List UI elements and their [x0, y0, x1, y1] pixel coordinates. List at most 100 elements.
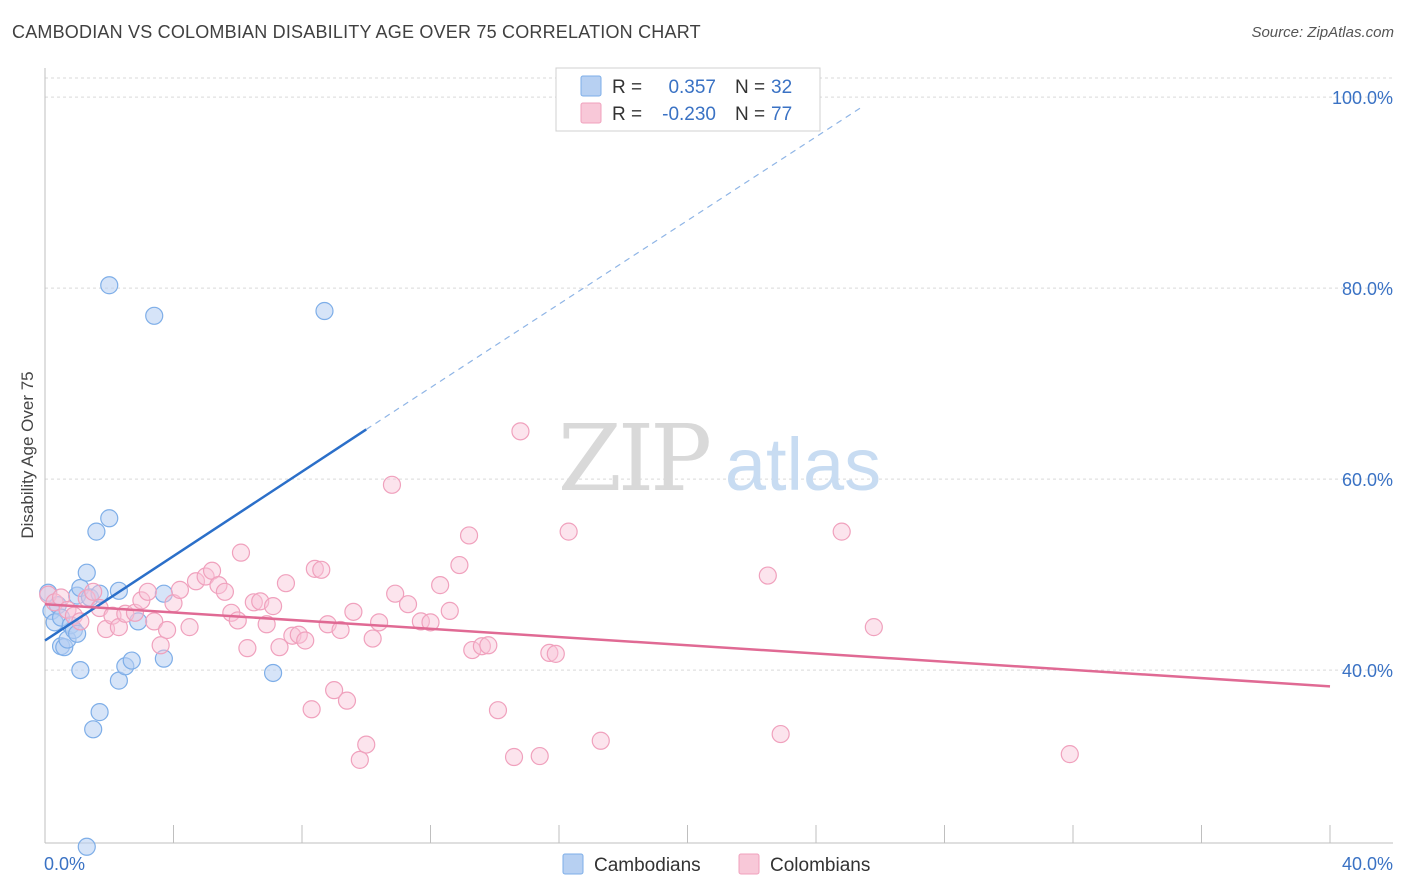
point-cambodian: [84, 720, 103, 739]
legend-swatch-cambodians: [580, 75, 602, 97]
x-tick-label-min: 0.0%: [44, 854, 85, 874]
point-cambodian: [315, 301, 334, 321]
legend-bottom-label-colombians: Colombians: [770, 855, 870, 876]
watermark-atlas: atlas: [725, 423, 881, 506]
point-colombian: [302, 700, 321, 719]
point-colombian: [257, 615, 276, 634]
point-colombian: [296, 631, 315, 650]
point-colombian: [363, 629, 382, 648]
point-colombian: [530, 746, 549, 766]
y-tick-label: 40.0%: [1342, 661, 1393, 681]
legend-bottom-swatch-cambodians: [562, 853, 584, 875]
legend-bottom: Cambodians Colombians: [562, 853, 870, 876]
point-colombian: [504, 747, 524, 767]
point-colombian: [758, 566, 777, 585]
point-colombian: [157, 620, 177, 640]
trend-line-cambodians-extension: [365, 107, 862, 430]
point-colombian: [270, 638, 289, 657]
point-colombian: [263, 597, 283, 616]
point-colombian: [864, 618, 883, 637]
point-cambodian: [154, 649, 173, 668]
point-colombian: [228, 611, 247, 630]
trend-layer: [44, 107, 1331, 688]
point-colombian: [84, 582, 103, 601]
point-colombian: [312, 560, 331, 579]
point-cambodian: [263, 663, 283, 683]
legend-swatch-colombians: [580, 102, 602, 124]
point-colombian: [357, 735, 376, 754]
legend-row-colombians: R = -0.230 N = 77: [580, 102, 792, 125]
y-tick-label: 80.0%: [1342, 279, 1393, 299]
legend-r-value: 0.357: [668, 77, 716, 98]
legend-r-label: R =: [612, 77, 642, 98]
point-cambodian: [77, 563, 96, 582]
legend-row-cambodians: R = 0.357 N = 32: [580, 75, 792, 98]
point-colombian: [325, 681, 344, 700]
points-layer: [39, 276, 1079, 856]
y-tick-label: 100.0%: [1332, 88, 1393, 108]
point-colombian: [479, 636, 498, 655]
point-colombian: [370, 613, 389, 632]
point-cambodian: [87, 522, 106, 541]
point-colombian: [344, 602, 363, 621]
point-colombian: [305, 559, 324, 578]
point-colombian: [382, 475, 402, 494]
legend-bottom-label-cambodians: Cambodians: [594, 855, 701, 876]
watermark: ZIP atlas: [558, 405, 881, 512]
legend-bottom-swatch-colombians: [738, 853, 760, 875]
y-axis-label: Disability Age Over 75: [18, 371, 37, 538]
point-colombian: [591, 731, 610, 750]
point-cambodian: [100, 509, 119, 528]
point-colombian: [350, 750, 369, 769]
point-colombian: [386, 584, 405, 603]
point-cambodian: [122, 651, 141, 670]
point-colombian: [421, 613, 440, 632]
legend-n-value: 77: [771, 104, 792, 125]
y-tick-label: 60.0%: [1342, 470, 1393, 490]
point-colombian: [1060, 745, 1079, 764]
trend-line-cambodians: [44, 428, 367, 642]
point-colombian: [771, 724, 790, 744]
point-colombian: [138, 582, 157, 601]
point-colombian: [540, 643, 559, 663]
point-colombian: [231, 543, 251, 562]
legend-r-label: R =: [612, 104, 642, 125]
point-colombian: [145, 612, 164, 631]
point-cambodian: [71, 660, 90, 680]
legend-n-value: 32: [771, 77, 792, 98]
point-colombian: [337, 691, 357, 710]
point-colombian: [559, 522, 578, 541]
point-colombian: [238, 639, 257, 658]
point-cambodian: [100, 276, 119, 295]
point-colombian: [450, 555, 469, 575]
x-tick-label-max: 40.0%: [1342, 854, 1393, 874]
legend-n-label: N =: [735, 77, 765, 98]
point-colombian: [276, 574, 296, 593]
point-colombian: [472, 637, 491, 656]
point-colombian: [546, 644, 565, 663]
point-colombian: [398, 595, 418, 614]
point-cambodian: [145, 306, 164, 325]
point-colombian: [832, 522, 851, 541]
point-colombian: [180, 618, 199, 637]
point-colombian: [215, 582, 234, 601]
point-colombian: [331, 620, 350, 640]
point-colombian: [440, 601, 459, 620]
point-colombian: [209, 576, 228, 595]
axis-layer: 100.0% 80.0% 60.0% 40.0%: [44, 68, 1393, 844]
point-colombian: [488, 701, 508, 720]
legend-r-value: -0.230: [662, 104, 716, 125]
watermark-zip: ZIP: [558, 405, 709, 512]
point-colombian: [431, 576, 450, 595]
point-colombian: [170, 580, 190, 599]
point-colombian: [186, 572, 206, 591]
chart-source: Source: ZipAtlas.com: [1251, 24, 1394, 41]
point-colombian: [244, 593, 263, 612]
grid-layer: [45, 77, 1393, 671]
legend-top: R = 0.357 N = 32 R = -0.230 N = 77: [555, 67, 821, 132]
point-cambodian: [90, 703, 109, 722]
point-cambodian: [77, 837, 96, 856]
trend-line-colombians: [44, 602, 1331, 688]
point-colombian: [459, 526, 479, 545]
